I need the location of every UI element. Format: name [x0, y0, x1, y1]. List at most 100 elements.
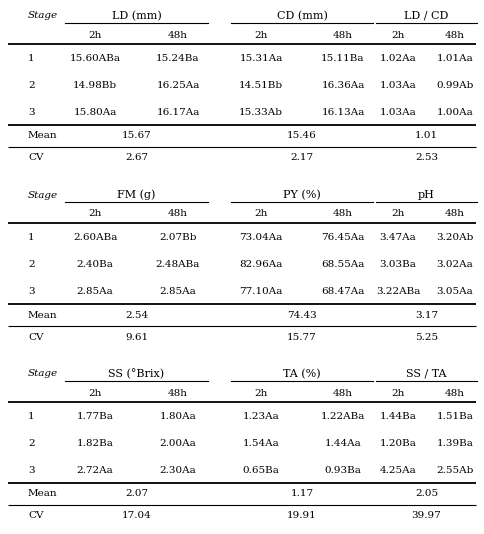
Text: 1: 1: [28, 54, 35, 64]
Text: 0.93Ba: 0.93Ba: [325, 466, 362, 475]
Text: 16.13Aa: 16.13Aa: [321, 108, 364, 117]
Text: CV: CV: [28, 333, 44, 342]
Text: 1.02Aa: 1.02Aa: [379, 54, 416, 64]
Text: SS / TA: SS / TA: [406, 369, 447, 379]
Text: 1.44Aa: 1.44Aa: [325, 439, 362, 449]
Text: 2: 2: [28, 81, 35, 90]
Text: Stage: Stage: [28, 191, 58, 200]
Text: 15.24Ba: 15.24Ba: [156, 54, 200, 64]
Text: 48h: 48h: [445, 30, 465, 40]
Text: 1.82Ba: 1.82Ba: [76, 439, 113, 449]
Text: 48h: 48h: [333, 209, 353, 218]
Text: 15.67: 15.67: [121, 131, 151, 140]
Text: 17.04: 17.04: [121, 512, 151, 521]
Text: 2.85Aa: 2.85Aa: [76, 287, 113, 296]
Text: 68.55Aa: 68.55Aa: [321, 261, 364, 269]
Text: PY (%): PY (%): [283, 190, 321, 200]
Text: 16.36Aa: 16.36Aa: [321, 81, 364, 90]
Text: 2.55Ab: 2.55Ab: [436, 466, 474, 475]
Text: 2h: 2h: [391, 30, 405, 40]
Text: 15.80Aa: 15.80Aa: [73, 108, 117, 117]
Text: 14.98Bb: 14.98Bb: [73, 81, 117, 90]
Text: 15.77: 15.77: [287, 333, 317, 342]
Text: 16.25Aa: 16.25Aa: [156, 81, 200, 90]
Text: 2.53: 2.53: [415, 153, 438, 162]
Text: 2: 2: [28, 261, 35, 269]
Text: 2h: 2h: [254, 209, 268, 218]
Text: 15.33Ab: 15.33Ab: [239, 108, 283, 117]
Text: 1: 1: [28, 233, 35, 242]
Text: 2.54: 2.54: [125, 310, 148, 319]
Text: CD (mm): CD (mm): [276, 11, 328, 21]
Text: 1.01: 1.01: [415, 131, 438, 140]
Text: 2.48ABa: 2.48ABa: [156, 261, 200, 269]
Text: 3.17: 3.17: [415, 310, 438, 319]
Text: 19.91: 19.91: [287, 512, 317, 521]
Text: 2.05: 2.05: [415, 490, 438, 499]
Text: Mean: Mean: [28, 490, 58, 499]
Text: 3: 3: [28, 108, 35, 117]
Text: 68.47Aa: 68.47Aa: [321, 287, 364, 296]
Text: 14.51Bb: 14.51Bb: [239, 81, 283, 90]
Text: 1.01Aa: 1.01Aa: [437, 54, 473, 64]
Text: 2h: 2h: [88, 389, 102, 397]
Text: 2.07Bb: 2.07Bb: [159, 233, 197, 242]
Text: 48h: 48h: [168, 389, 188, 397]
Text: 73.04Aa: 73.04Aa: [239, 233, 283, 242]
Text: 3.47Aa: 3.47Aa: [379, 233, 416, 242]
Text: Stage: Stage: [28, 12, 58, 20]
Text: 48h: 48h: [445, 389, 465, 397]
Text: 48h: 48h: [168, 30, 188, 40]
Text: 1.20Ba: 1.20Ba: [379, 439, 416, 449]
Text: 2.30Aa: 2.30Aa: [160, 466, 197, 475]
Text: 77.10Aa: 77.10Aa: [239, 287, 283, 296]
Text: 15.11Ba: 15.11Ba: [321, 54, 365, 64]
Text: 1.03Aa: 1.03Aa: [379, 108, 416, 117]
Text: 2.72Aa: 2.72Aa: [76, 466, 113, 475]
Text: 2.07: 2.07: [125, 490, 148, 499]
Text: 3.22ABa: 3.22ABa: [376, 287, 420, 296]
Text: 2.40Ba: 2.40Ba: [76, 261, 113, 269]
Text: LD / CD: LD / CD: [404, 11, 449, 21]
Text: 16.17Aa: 16.17Aa: [156, 108, 200, 117]
Text: 2.17: 2.17: [290, 153, 314, 162]
Text: 1.80Aa: 1.80Aa: [160, 412, 197, 421]
Text: 39.97: 39.97: [411, 512, 441, 521]
Text: 1.03Aa: 1.03Aa: [379, 81, 416, 90]
Text: 1.54Aa: 1.54Aa: [242, 439, 279, 449]
Text: 48h: 48h: [333, 389, 353, 397]
Text: 2.67: 2.67: [125, 153, 148, 162]
Text: 3.03Ba: 3.03Ba: [379, 261, 416, 269]
Text: 2.00Aa: 2.00Aa: [160, 439, 197, 449]
Text: 1.77Ba: 1.77Ba: [76, 412, 113, 421]
Text: LD (mm): LD (mm): [112, 11, 161, 21]
Text: 3.05Aa: 3.05Aa: [437, 287, 473, 296]
Text: 2h: 2h: [254, 389, 268, 397]
Text: 1.23Aa: 1.23Aa: [242, 412, 279, 421]
Text: 2h: 2h: [391, 209, 405, 218]
Text: 82.96Aa: 82.96Aa: [239, 261, 283, 269]
Text: 1.44Ba: 1.44Ba: [379, 412, 416, 421]
Text: FM (g): FM (g): [117, 190, 156, 200]
Text: 3.20Ab: 3.20Ab: [436, 233, 474, 242]
Text: CV: CV: [28, 512, 44, 521]
Text: 15.60ABa: 15.60ABa: [70, 54, 121, 64]
Text: 4.25Aa: 4.25Aa: [379, 466, 416, 475]
Text: 2h: 2h: [391, 389, 405, 397]
Text: 1: 1: [28, 412, 35, 421]
Text: 3: 3: [28, 466, 35, 475]
Text: 2.85Aa: 2.85Aa: [160, 287, 197, 296]
Text: pH: pH: [418, 190, 435, 200]
Text: 1.17: 1.17: [290, 490, 314, 499]
Text: 1.51Ba: 1.51Ba: [437, 412, 473, 421]
Text: 48h: 48h: [168, 209, 188, 218]
Text: 3: 3: [28, 287, 35, 296]
Text: 74.43: 74.43: [287, 310, 317, 319]
Text: 0.99Ab: 0.99Ab: [436, 81, 474, 90]
Text: SS (°Brix): SS (°Brix): [108, 368, 165, 379]
Text: 2h: 2h: [88, 209, 102, 218]
Text: 76.45Aa: 76.45Aa: [321, 233, 364, 242]
Text: 2.60ABa: 2.60ABa: [73, 233, 117, 242]
Text: Mean: Mean: [28, 310, 58, 319]
Text: 15.31Aa: 15.31Aa: [239, 54, 283, 64]
